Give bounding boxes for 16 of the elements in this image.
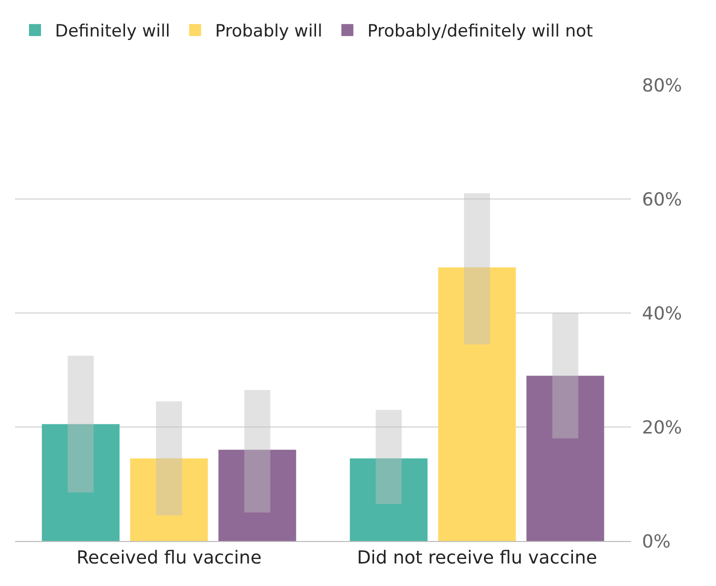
y-tick-label: 80% [642,75,682,96]
bar [218,450,296,541]
x-tick-label: Did not receive flu vaccine [356,548,598,569]
bar [42,424,120,541]
legend-label: Definitely will [55,22,170,42]
legend-label: Probably will [215,22,322,42]
x-tick-label: Received flu vaccine [76,548,262,569]
bar [130,458,208,541]
y-tick-label: 60% [642,189,682,210]
y-tick-label: 0% [642,531,671,552]
bar [350,458,428,541]
y-tick-label: 40% [642,303,682,324]
legend-label: Probably/definitely will not [367,22,594,42]
bar [526,376,604,541]
y-tick-label: 20% [642,417,682,438]
bar [438,267,516,541]
